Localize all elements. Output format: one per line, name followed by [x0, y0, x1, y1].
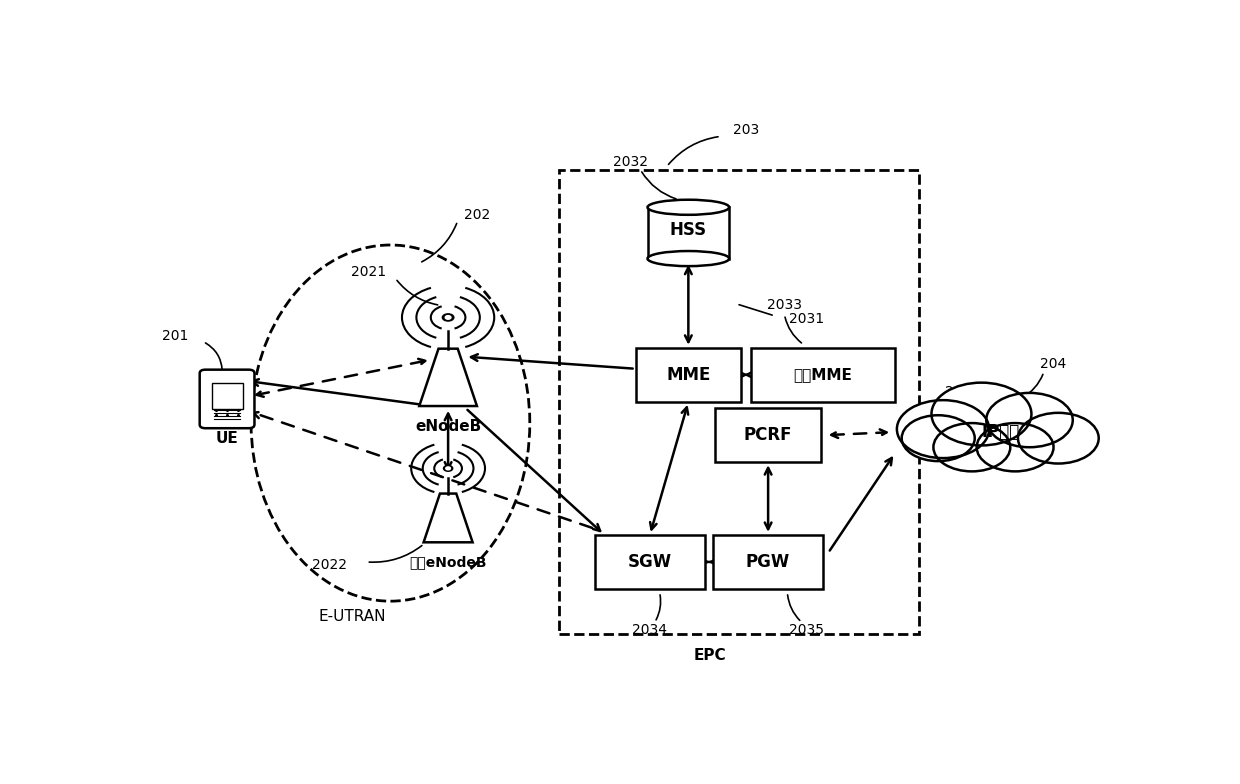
- Text: 201: 201: [162, 328, 188, 343]
- Text: 其它eNodeB: 其它eNodeB: [409, 555, 487, 569]
- Text: 2035: 2035: [789, 623, 825, 637]
- Text: IP业务: IP业务: [982, 423, 1019, 441]
- Text: UE: UE: [216, 430, 238, 445]
- Bar: [558, 169, 919, 634]
- Ellipse shape: [647, 251, 729, 266]
- Circle shape: [901, 416, 975, 461]
- Text: E-UTRAN: E-UTRAN: [319, 608, 386, 624]
- Bar: [595, 535, 706, 589]
- Text: 203: 203: [733, 123, 759, 137]
- Circle shape: [934, 423, 1011, 471]
- Bar: [713, 535, 823, 589]
- Text: 其它MME: 其它MME: [794, 367, 852, 383]
- Circle shape: [931, 383, 1032, 445]
- FancyBboxPatch shape: [200, 370, 254, 428]
- Text: PGW: PGW: [746, 553, 790, 571]
- Bar: [212, 383, 243, 409]
- Circle shape: [445, 316, 451, 319]
- Circle shape: [444, 466, 453, 471]
- Text: 2021: 2021: [351, 265, 386, 279]
- Circle shape: [977, 423, 1054, 471]
- Circle shape: [897, 400, 990, 458]
- Text: HSS: HSS: [670, 221, 707, 239]
- Text: 2034: 2034: [632, 623, 667, 637]
- Text: 2036: 2036: [945, 385, 980, 399]
- Bar: [647, 207, 729, 259]
- Circle shape: [1018, 413, 1099, 463]
- Text: 2031: 2031: [789, 312, 825, 326]
- Text: MME: MME: [666, 366, 711, 384]
- Text: 2022: 2022: [312, 558, 347, 572]
- Text: 2033: 2033: [768, 299, 802, 312]
- Circle shape: [446, 467, 450, 470]
- Circle shape: [986, 393, 1073, 447]
- Polygon shape: [424, 494, 472, 543]
- Bar: [751, 347, 895, 402]
- Text: SGW: SGW: [627, 553, 672, 571]
- Text: 202: 202: [464, 208, 490, 222]
- Text: PCRF: PCRF: [744, 426, 792, 445]
- Text: eNodeB: eNodeB: [415, 419, 481, 434]
- Polygon shape: [419, 349, 477, 406]
- Circle shape: [443, 314, 454, 321]
- Ellipse shape: [647, 200, 729, 215]
- Text: 204: 204: [1040, 357, 1066, 371]
- Bar: [715, 408, 821, 463]
- Bar: [635, 347, 742, 402]
- Text: EPC: EPC: [693, 648, 727, 663]
- Text: 2032: 2032: [614, 154, 649, 169]
